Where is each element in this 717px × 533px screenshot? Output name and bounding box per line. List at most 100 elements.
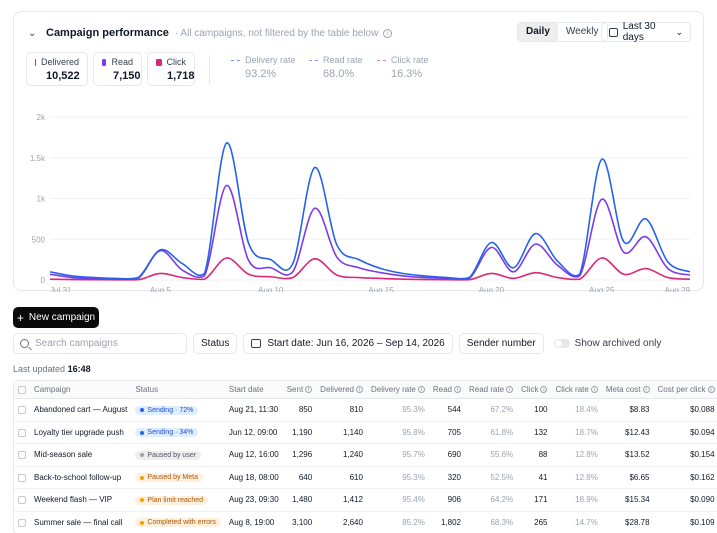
table-row[interactable]: Back-to-school follow-up Paused by Meta Au… [14,467,717,489]
cell-crate: 18.7% [551,422,602,444]
series-line-click [49,257,691,281]
stat-click[interactable]: Click 1,718 [147,52,195,86]
x-tick-label: Aug 29 [665,286,691,292]
rate-click: Click rate 16.3% [377,55,429,80]
status-filter-button[interactable]: Status [193,333,238,354]
status-text: Sending · 72% [147,406,194,414]
info-icon[interactable]: i [454,386,461,394]
cell-crate: 18.4% [551,399,602,422]
cell-start: Aug 21, 11:30 [224,399,283,422]
toggle-weekly[interactable]: Weekly [565,26,599,37]
row-checkbox[interactable] [18,428,26,437]
col-click-rate[interactable]: Click rate i [551,381,602,399]
toggle-switch[interactable] [553,339,570,348]
stat-label: Read [111,57,133,67]
info-icon[interactable]: i [540,386,548,394]
stat-delivered[interactable]: Delivered 10,522 [26,52,88,86]
col-delivered[interactable]: Delivered i [316,381,367,399]
cell-campaign[interactable]: Weekend flash — VIP [30,489,132,512]
status-text: Completed with errors [147,519,216,526]
new-campaign-label: New campaign [28,312,96,323]
show-archived-toggle[interactable]: Show archived only [550,338,661,349]
cell-status: Paused by Meta [131,467,225,489]
row-checkbox[interactable] [18,518,26,527]
cell-cost: $6.65 [601,467,654,489]
cell-start: Aug 12, 16:00 [224,444,283,467]
cell-campaign[interactable]: Summer sale — final call [30,512,131,533]
row-checkbox[interactable] [18,406,26,415]
row-checkbox[interactable] [18,496,26,505]
col-read-label: Read [432,385,452,394]
y-tick-label: 1.5k [30,154,46,163]
search-placeholder: Search campaigns [35,338,118,349]
status-dot [140,475,145,480]
cell-click: 265 [517,512,551,533]
table-row[interactable]: Loyalty tier upgrade push Sending · 34% Ju… [14,422,717,444]
info-icon[interactable]: i [590,386,598,394]
select-all-checkbox[interactable] [18,385,26,394]
col-status[interactable]: Status [131,381,225,399]
performance-line-chart: 0 500 1k 1.5k 2k Jul 31 Aug 5 Aug 10 Aug 15 Aug 2… [30,113,691,292]
info-icon[interactable]: i [305,386,313,394]
table-row[interactable]: Abandoned cart — August Sending · 72% Aug … [14,399,717,422]
status-dot [140,408,145,412]
cell-read: 705 [428,422,465,444]
cell-cost: $28.78 [602,512,654,533]
cell-click: 88 [517,444,552,467]
table-row[interactable]: Mid-season sale Paused by user Aug 12, 16:… [14,444,717,467]
cell-cpc: $0.154 [653,444,717,467]
search-input[interactable]: Search campaigns [13,333,187,354]
info-icon[interactable]: i [707,386,715,394]
col-sent[interactable]: Sent i [282,381,317,399]
col-meta-cost-label: Meta cost [605,385,641,394]
col-start-date[interactable]: Start date [224,381,283,399]
cell-campaign[interactable]: Loyalty tier upgrade push [30,422,132,444]
cell-crate: 12.8% [551,467,602,489]
cell-sent: 1,296 [282,444,317,467]
table-row[interactable]: Weekend flash — VIP Plan limit reached Aug… [14,489,717,512]
dash-swatch [309,59,318,61]
cell-drate: 95.4% [366,489,429,512]
start-date-filter-button[interactable]: Start date: Jun 16, 2026 – Sep 14, 2026 [243,333,453,354]
legend-swatch [102,58,107,66]
col-click[interactable]: Click i [517,381,552,399]
rate-value: 68.0% [323,68,355,80]
col-meta-cost[interactable]: Meta cost i [601,381,654,399]
cell-rrate: 64.2% [465,489,518,512]
campaign-performance-card: ⌄ Campaign performance · All campaigns, … [13,11,704,292]
cell-sent: 3,100 [283,512,316,533]
col-read-rate[interactable]: Read rate i [465,381,518,399]
toggle-daily[interactable]: Daily [518,23,558,41]
table-header-row: Campaign Status Start date Sent i Deliver… [14,381,717,399]
col-cost-per-click[interactable]: Cost per click i [653,381,717,399]
chevron-down-icon[interactable]: ⌄ [28,27,37,39]
rate-value: 93.2% [245,68,277,80]
row-checkbox[interactable] [18,451,26,460]
card-subtitle: · All campaigns, not filtered by the tab… [174,27,379,39]
cell-drate: 85.2% [367,512,429,533]
cell-campaign[interactable]: Mid-season sale [30,444,132,467]
col-campaign[interactable]: Campaign [30,381,132,399]
sender-number-filter-button[interactable]: Sender number [458,333,544,354]
info-icon[interactable]: i [506,386,514,394]
new-campaign-button[interactable]: + New campaign [13,307,99,328]
col-delivered-label: Delivered [320,385,354,394]
stat-read[interactable]: Read 7,150 [93,52,142,86]
info-icon[interactable]: i [355,386,363,394]
info-icon[interactable]: i [642,386,650,394]
info-icon[interactable]: i [383,28,393,38]
cell-campaign[interactable]: Back-to-school follow-up [30,467,132,489]
card-header: ⌄ Campaign performance · All campaigns, … [28,24,691,42]
cell-campaign[interactable]: Abandoned cart — August [30,399,132,422]
row-checkbox[interactable] [18,473,26,482]
divider [209,55,210,85]
col-delivery-rate[interactable]: Delivery rate i [366,381,429,399]
status-badge: Completed with errors [135,518,221,527]
date-range-select[interactable]: Last 30 days ⌄ [601,21,691,43]
col-read[interactable]: Read i [428,381,465,399]
col-click-rate-label: Click rate [555,385,589,394]
table-row[interactable]: Summer sale — final call Completed with e… [14,512,717,533]
info-icon[interactable]: i [417,386,425,394]
status-filter-label: Status [201,338,230,349]
x-tick-label: Aug 20 [479,286,505,292]
